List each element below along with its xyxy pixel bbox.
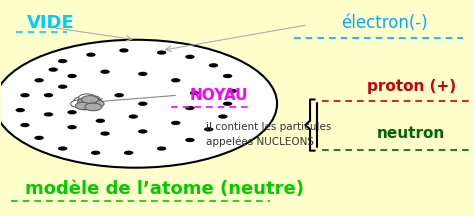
- Circle shape: [44, 93, 53, 97]
- Circle shape: [100, 132, 110, 136]
- Circle shape: [80, 101, 97, 109]
- Circle shape: [138, 129, 147, 133]
- Text: VIDE: VIDE: [27, 14, 75, 32]
- Circle shape: [218, 114, 228, 119]
- Circle shape: [223, 74, 232, 78]
- Circle shape: [83, 96, 100, 103]
- Circle shape: [96, 119, 105, 123]
- Circle shape: [71, 100, 88, 108]
- Circle shape: [77, 102, 94, 110]
- Circle shape: [223, 102, 232, 106]
- Text: proton (+): proton (+): [367, 79, 456, 94]
- Circle shape: [0, 40, 277, 168]
- Circle shape: [185, 138, 195, 142]
- Circle shape: [35, 78, 44, 83]
- Text: il contient les particules: il contient les particules: [206, 122, 332, 132]
- Circle shape: [157, 50, 166, 55]
- Circle shape: [119, 48, 128, 52]
- Circle shape: [79, 94, 96, 102]
- Circle shape: [67, 125, 77, 129]
- Circle shape: [157, 146, 166, 151]
- Circle shape: [138, 102, 147, 106]
- Circle shape: [91, 151, 100, 155]
- Circle shape: [85, 103, 102, 111]
- Circle shape: [124, 151, 133, 155]
- Circle shape: [171, 121, 181, 125]
- Circle shape: [58, 146, 67, 151]
- Circle shape: [48, 67, 58, 72]
- Circle shape: [128, 114, 138, 119]
- Circle shape: [82, 96, 99, 103]
- Circle shape: [82, 95, 91, 100]
- Circle shape: [78, 98, 95, 105]
- Circle shape: [35, 136, 44, 140]
- Circle shape: [185, 106, 195, 110]
- Circle shape: [85, 98, 102, 105]
- Circle shape: [171, 78, 181, 83]
- Text: NOYAU: NOYAU: [190, 88, 248, 103]
- Circle shape: [67, 74, 77, 78]
- Circle shape: [185, 55, 195, 59]
- Circle shape: [75, 102, 92, 110]
- Circle shape: [85, 101, 102, 109]
- Text: neutron: neutron: [377, 126, 446, 141]
- Circle shape: [58, 59, 67, 63]
- Circle shape: [20, 93, 30, 97]
- Circle shape: [44, 112, 53, 116]
- Circle shape: [67, 110, 77, 114]
- Circle shape: [86, 52, 96, 57]
- Circle shape: [82, 99, 99, 106]
- Circle shape: [58, 84, 67, 89]
- Circle shape: [115, 93, 124, 97]
- Circle shape: [228, 89, 237, 93]
- Circle shape: [138, 72, 147, 76]
- Text: électron(-): électron(-): [341, 14, 427, 32]
- Text: modèle de l’atome (neutre): modèle de l’atome (neutre): [25, 180, 304, 198]
- Circle shape: [20, 123, 30, 127]
- Circle shape: [190, 91, 199, 95]
- Circle shape: [100, 70, 110, 74]
- Circle shape: [74, 97, 91, 104]
- Circle shape: [87, 100, 104, 108]
- Text: appelées NUCLEONS: appelées NUCLEONS: [206, 137, 314, 147]
- Circle shape: [204, 127, 213, 132]
- Circle shape: [209, 63, 218, 67]
- Circle shape: [16, 108, 25, 112]
